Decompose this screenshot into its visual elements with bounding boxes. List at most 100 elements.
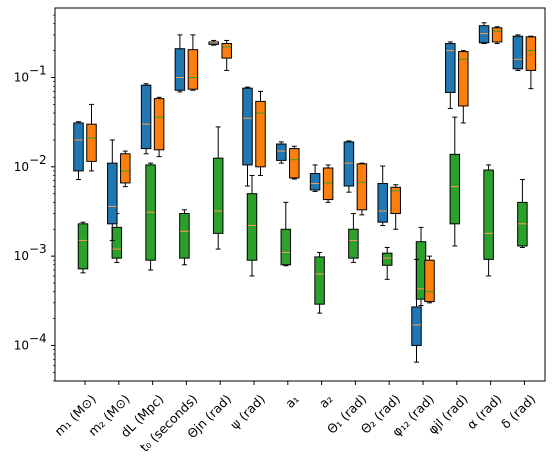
box-body: [309, 173, 321, 191]
category-group: [411, 226, 435, 363]
box-green: [314, 251, 325, 314]
box-body: [390, 186, 401, 215]
box-body: [525, 36, 537, 71]
category-group: [73, 103, 97, 274]
axes-frame: [54, 7, 546, 382]
box-body: [242, 87, 253, 166]
box-body: [111, 226, 123, 259]
y-tick-label: 10: [14, 338, 29, 352]
box-body: [322, 167, 334, 201]
box-orange: [86, 103, 97, 172]
box-body: [343, 141, 355, 187]
box-green: [145, 162, 156, 271]
y-axis: 10−410−310−210−1: [14, 14, 55, 382]
box-blue: [445, 41, 456, 109]
box-orange: [525, 35, 537, 90]
box-green: [246, 174, 258, 277]
x-tick-label: ψ (rad): [227, 391, 268, 432]
box-body: [221, 43, 232, 59]
box-body: [73, 122, 84, 172]
x-tick-label: a₁: [282, 391, 302, 411]
box-body: [276, 143, 287, 161]
category-group: [174, 34, 199, 266]
box-blue: [208, 39, 219, 46]
category-group: [242, 86, 266, 277]
box-blue: [276, 141, 287, 164]
box-body: [255, 100, 266, 168]
box-body: [381, 252, 393, 266]
box-green: [381, 246, 393, 280]
box-body: [140, 84, 152, 150]
box-orange: [356, 162, 368, 216]
box-blue: [174, 34, 186, 93]
box-body: [179, 213, 190, 259]
box-green: [212, 126, 224, 250]
category-group: [107, 139, 131, 263]
category-group: [140, 83, 165, 271]
box-orange: [322, 164, 334, 203]
category-group: [309, 164, 334, 314]
category-group: [377, 165, 401, 280]
box-orange: [221, 39, 232, 71]
y-tick-label: 10: [14, 160, 29, 174]
box-blue: [478, 22, 490, 45]
category-group: [445, 41, 469, 247]
box-body: [86, 123, 97, 162]
box-orange: [187, 34, 199, 91]
box-body: [478, 25, 490, 44]
box-body: [246, 193, 258, 261]
box-body: [445, 43, 456, 93]
x-tick-label: α (rad): [464, 391, 505, 432]
x-tick-label: δ (rad): [498, 391, 538, 431]
box-body: [314, 256, 325, 305]
category-group: [276, 141, 300, 267]
box-body: [356, 163, 368, 211]
box-blue: [73, 121, 84, 181]
box-orange: [390, 184, 401, 230]
box-body: [120, 153, 131, 184]
box-blue: [512, 34, 524, 71]
category-group: [478, 22, 503, 277]
box-green: [517, 179, 528, 248]
y-tick-label: 10: [14, 249, 29, 263]
box-body: [491, 27, 503, 43]
box-body: [153, 98, 165, 151]
box-green: [77, 221, 89, 274]
box-body: [458, 51, 469, 107]
box-orange: [120, 150, 131, 188]
box-orange: [289, 145, 300, 180]
box-body: [348, 228, 359, 259]
box-blue: [140, 83, 152, 155]
box-body: [187, 49, 199, 90]
box-body: [107, 162, 118, 225]
box-blue: [377, 165, 388, 227]
x-tick-label: a₂: [316, 391, 336, 411]
category-group: [208, 39, 232, 250]
y-tick-label: 10: [14, 71, 29, 85]
box-body: [424, 259, 435, 303]
box-body: [411, 306, 422, 346]
box-blue: [343, 140, 355, 193]
category-group: [512, 34, 537, 248]
box-body: [449, 153, 461, 225]
box-body: [280, 228, 292, 266]
box-green: [179, 209, 190, 266]
box-orange: [491, 26, 503, 45]
box-blue: [309, 164, 321, 192]
box-green: [449, 116, 461, 247]
category-group: [343, 140, 368, 263]
box-orange: [255, 90, 266, 176]
x-axis: m₁ (M⊙)m₂ (M⊙)dL (Mpc)t₀ (seconds)Θjn (r…: [51, 381, 538, 455]
box-body: [212, 157, 224, 234]
y-tick-exponent: −3: [29, 242, 47, 256]
box-green: [280, 201, 292, 267]
y-tick-exponent: −4: [29, 331, 47, 345]
box-blue: [411, 258, 422, 363]
box-body: [289, 148, 300, 179]
plot-area: [73, 22, 537, 363]
box-body: [512, 35, 524, 70]
y-tick-exponent: −2: [29, 153, 47, 167]
box-orange: [153, 96, 165, 158]
box-orange: [458, 50, 469, 124]
